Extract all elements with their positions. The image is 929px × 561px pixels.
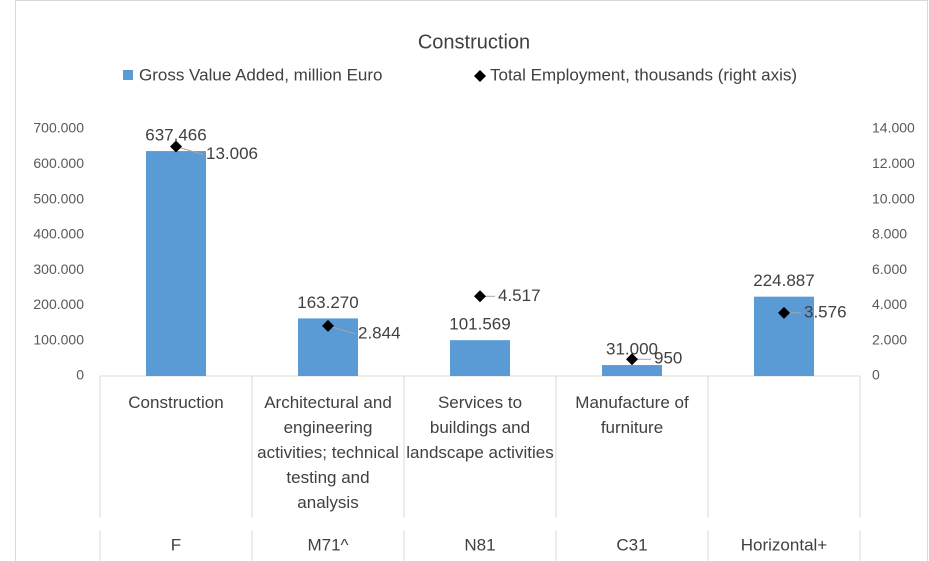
- y-tick-label: 100.000: [33, 331, 84, 347]
- category-label-box: Services to buildings and landscape acti…: [406, 393, 554, 462]
- bar-value-label: 31.000: [606, 340, 658, 359]
- bar: [450, 340, 510, 376]
- employment-value-label: 950: [654, 349, 682, 368]
- y2-tick-label: 8.000: [872, 226, 907, 242]
- category-label-box: [710, 390, 858, 518]
- employment-marker: [778, 306, 790, 319]
- bar-value-label: 163.270: [297, 293, 358, 312]
- y-tick-label: 200.000: [33, 296, 84, 312]
- bar: [602, 365, 662, 376]
- chart-frame: [15, 0, 928, 561]
- employment-value-label: 13.006: [206, 144, 258, 163]
- category-label-box: Construction: [128, 393, 224, 412]
- category-label-box: Manufacture of furniture: [575, 393, 689, 437]
- y2-tick-label: 14.000: [872, 120, 915, 136]
- employment-marker: [474, 290, 486, 303]
- y-tick-label: 600.000: [33, 155, 84, 171]
- y2-tick-label: 6.000: [872, 261, 907, 277]
- y-tick-label: 300.000: [33, 261, 84, 277]
- y-tick-label: 700.000: [33, 120, 84, 136]
- chart-title: Construction: [418, 31, 530, 53]
- category-code-label: C31: [616, 535, 647, 554]
- employment-value-label: 2.844: [358, 323, 401, 342]
- category-code-label: N81: [464, 535, 495, 554]
- employment-value-label: 3.576: [804, 302, 847, 321]
- category-label: Construction: [128, 393, 224, 412]
- bar: [146, 151, 206, 376]
- category-label: Manufacture of furniture: [575, 393, 689, 437]
- bar-value-label: 637.466: [145, 126, 206, 145]
- legend-swatch: [123, 70, 133, 80]
- employment-marker: [626, 353, 638, 366]
- category-label: Architectural and engineering activities…: [257, 393, 399, 512]
- y2-tick-label: 4.000: [872, 296, 907, 312]
- category-label-box: Architectural and engineering activities…: [257, 393, 399, 512]
- category-label: Services to buildings and landscape acti…: [406, 393, 554, 462]
- employment-marker: [322, 319, 334, 332]
- y2-tick-label: 2.000: [872, 331, 907, 347]
- category-code-label: F: [171, 535, 181, 554]
- legend-label: Total Employment, thousands (right axis): [490, 65, 797, 84]
- y-tick-label: 500.000: [33, 190, 84, 206]
- y-tick-label: 0: [76, 367, 84, 383]
- y-tick-label: 400.000: [33, 226, 84, 242]
- legend-swatch: [474, 70, 486, 82]
- legend-label: Gross Value Added, million Euro: [139, 65, 382, 84]
- employment-marker: [170, 140, 182, 153]
- y2-tick-label: 0: [872, 367, 880, 383]
- y2-tick-label: 10.000: [872, 190, 915, 206]
- category-code-label: Horizontal+: [741, 535, 828, 554]
- bar-value-label: 224.887: [753, 271, 814, 290]
- category-code-label: M71^: [307, 535, 348, 554]
- bar-value-label: 101.569: [449, 315, 510, 334]
- y2-tick-label: 12.000: [872, 155, 915, 171]
- employment-value-label: 4.517: [498, 286, 541, 305]
